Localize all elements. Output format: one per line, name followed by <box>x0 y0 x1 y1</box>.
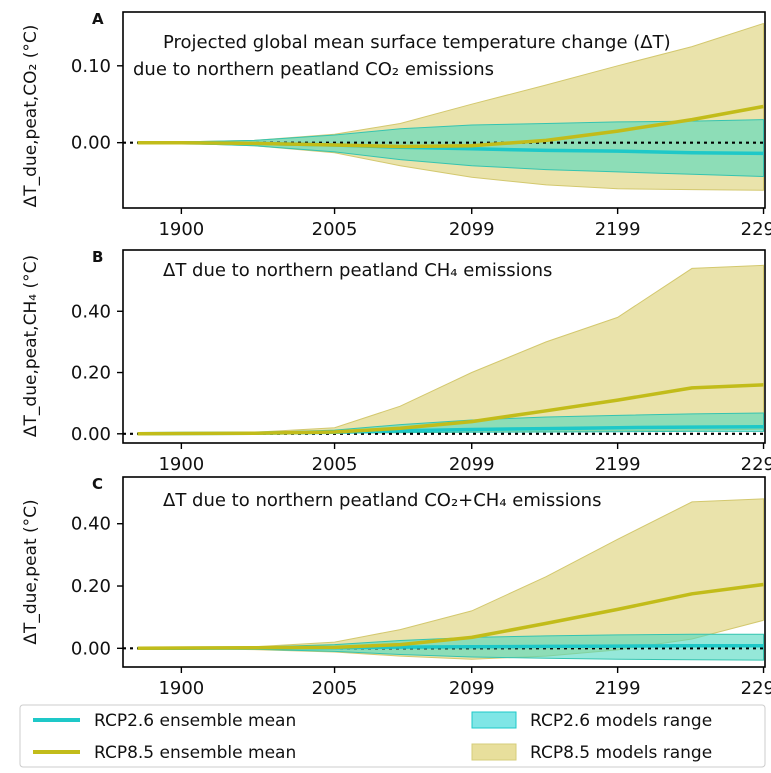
legend-swatch-rcp85-range <box>471 743 517 761</box>
axes-frame <box>122 249 766 444</box>
panel-a-y-axis-label: ΔT_due,peat,CO₂ (°C) <box>21 25 41 208</box>
y-tick-label: 0.40 <box>71 514 111 535</box>
y-tick-label: 0.10 <box>71 56 111 77</box>
panel-letter-b: B <box>92 248 103 266</box>
x-tick-label: 2199 <box>595 678 641 699</box>
axes-frame <box>122 11 766 209</box>
x-tick-label: 2005 <box>312 219 358 240</box>
legend: RCP2.6 ensemble mean RCP8.5 ensemble mea… <box>19 704 766 768</box>
panel-b-y-axis-label: ΔT_due,peat,CH₄ (°C) <box>21 255 41 437</box>
legend-label-rcp26-mean: RCP2.6 ensemble mean <box>94 711 296 731</box>
panel-a: 1900 2005 2099 2199 2299 0.00 0.10 A Projected… <box>21 10 771 240</box>
x-tick-label: 1900 <box>158 219 204 240</box>
legend-swatch-rcp26-range <box>471 711 517 729</box>
panel-1-plot: 1900 2005 2099 2199 2299 0.00 0.20 0.40 <box>71 249 771 475</box>
rcp85-mean-line <box>137 383 764 436</box>
x-tick-label: 1900 <box>158 678 204 699</box>
panel-c-y-axis-label: ΔT_due,peat (°C) <box>21 499 41 644</box>
x-tick-label: 2299 <box>741 678 771 699</box>
x-tick-label: 2299 <box>741 219 771 240</box>
y-tick-label: 0.20 <box>71 363 111 384</box>
x-tick-label: 1900 <box>158 454 204 475</box>
y-tick-label: 0.00 <box>71 133 111 154</box>
panel-2-plot: 1900 2005 2099 2199 2299 0.00 0.20 0.40 <box>71 476 771 699</box>
x-tick-label: 2099 <box>449 678 495 699</box>
panel-b-title-line-1: ΔT due to northern peatland CH₄ emission… <box>163 260 552 281</box>
panel-c-title-line-1: ΔT due to northern peatland CO₂+CH₄ emis… <box>163 490 601 511</box>
legend-label-rcp85-mean: RCP8.5 ensemble mean <box>94 743 296 763</box>
rcp85-range-band <box>137 498 764 660</box>
legend-label-rcp26-range: RCP2.6 models range <box>530 711 712 731</box>
legend-label-rcp85-range: RCP8.5 models range <box>530 743 712 763</box>
panel-letter-c: C <box>92 475 103 493</box>
panel-b: 1900 2005 2099 2199 2299 0.00 0.20 0.40 B ΔT du… <box>21 248 771 475</box>
legend-frame <box>19 704 766 768</box>
x-tick-label: 2199 <box>595 219 641 240</box>
x-tick-label: 2199 <box>595 454 641 475</box>
y-tick-label: 0.00 <box>71 424 111 445</box>
x-tick-label: 2005 <box>312 678 358 699</box>
panel-0-plot: 1900 2005 2099 2199 2299 0.00 0.10 <box>71 11 771 240</box>
panel-c: 1900 2005 2099 2199 2299 0.00 0.20 0.40 C ΔT du… <box>21 475 771 699</box>
panel-letter-a: A <box>92 10 104 28</box>
panel-a-title-line-1: Projected global mean surface temperatur… <box>163 32 671 53</box>
x-tick-label: 2005 <box>312 454 358 475</box>
axes-frame <box>122 476 766 668</box>
y-tick-label: 0.00 <box>71 638 111 659</box>
y-tick-label: 0.20 <box>71 576 111 597</box>
x-tick-label: 2099 <box>449 454 495 475</box>
panel-a-title-line-2: due to northern peatland CO₂ emissions <box>133 59 494 80</box>
x-tick-label: 2099 <box>449 219 495 240</box>
y-tick-label: 0.40 <box>71 301 111 322</box>
rcp85-mean-line <box>137 104 764 149</box>
x-tick-label: 2299 <box>741 454 771 475</box>
rcp85-mean-line <box>137 582 764 651</box>
